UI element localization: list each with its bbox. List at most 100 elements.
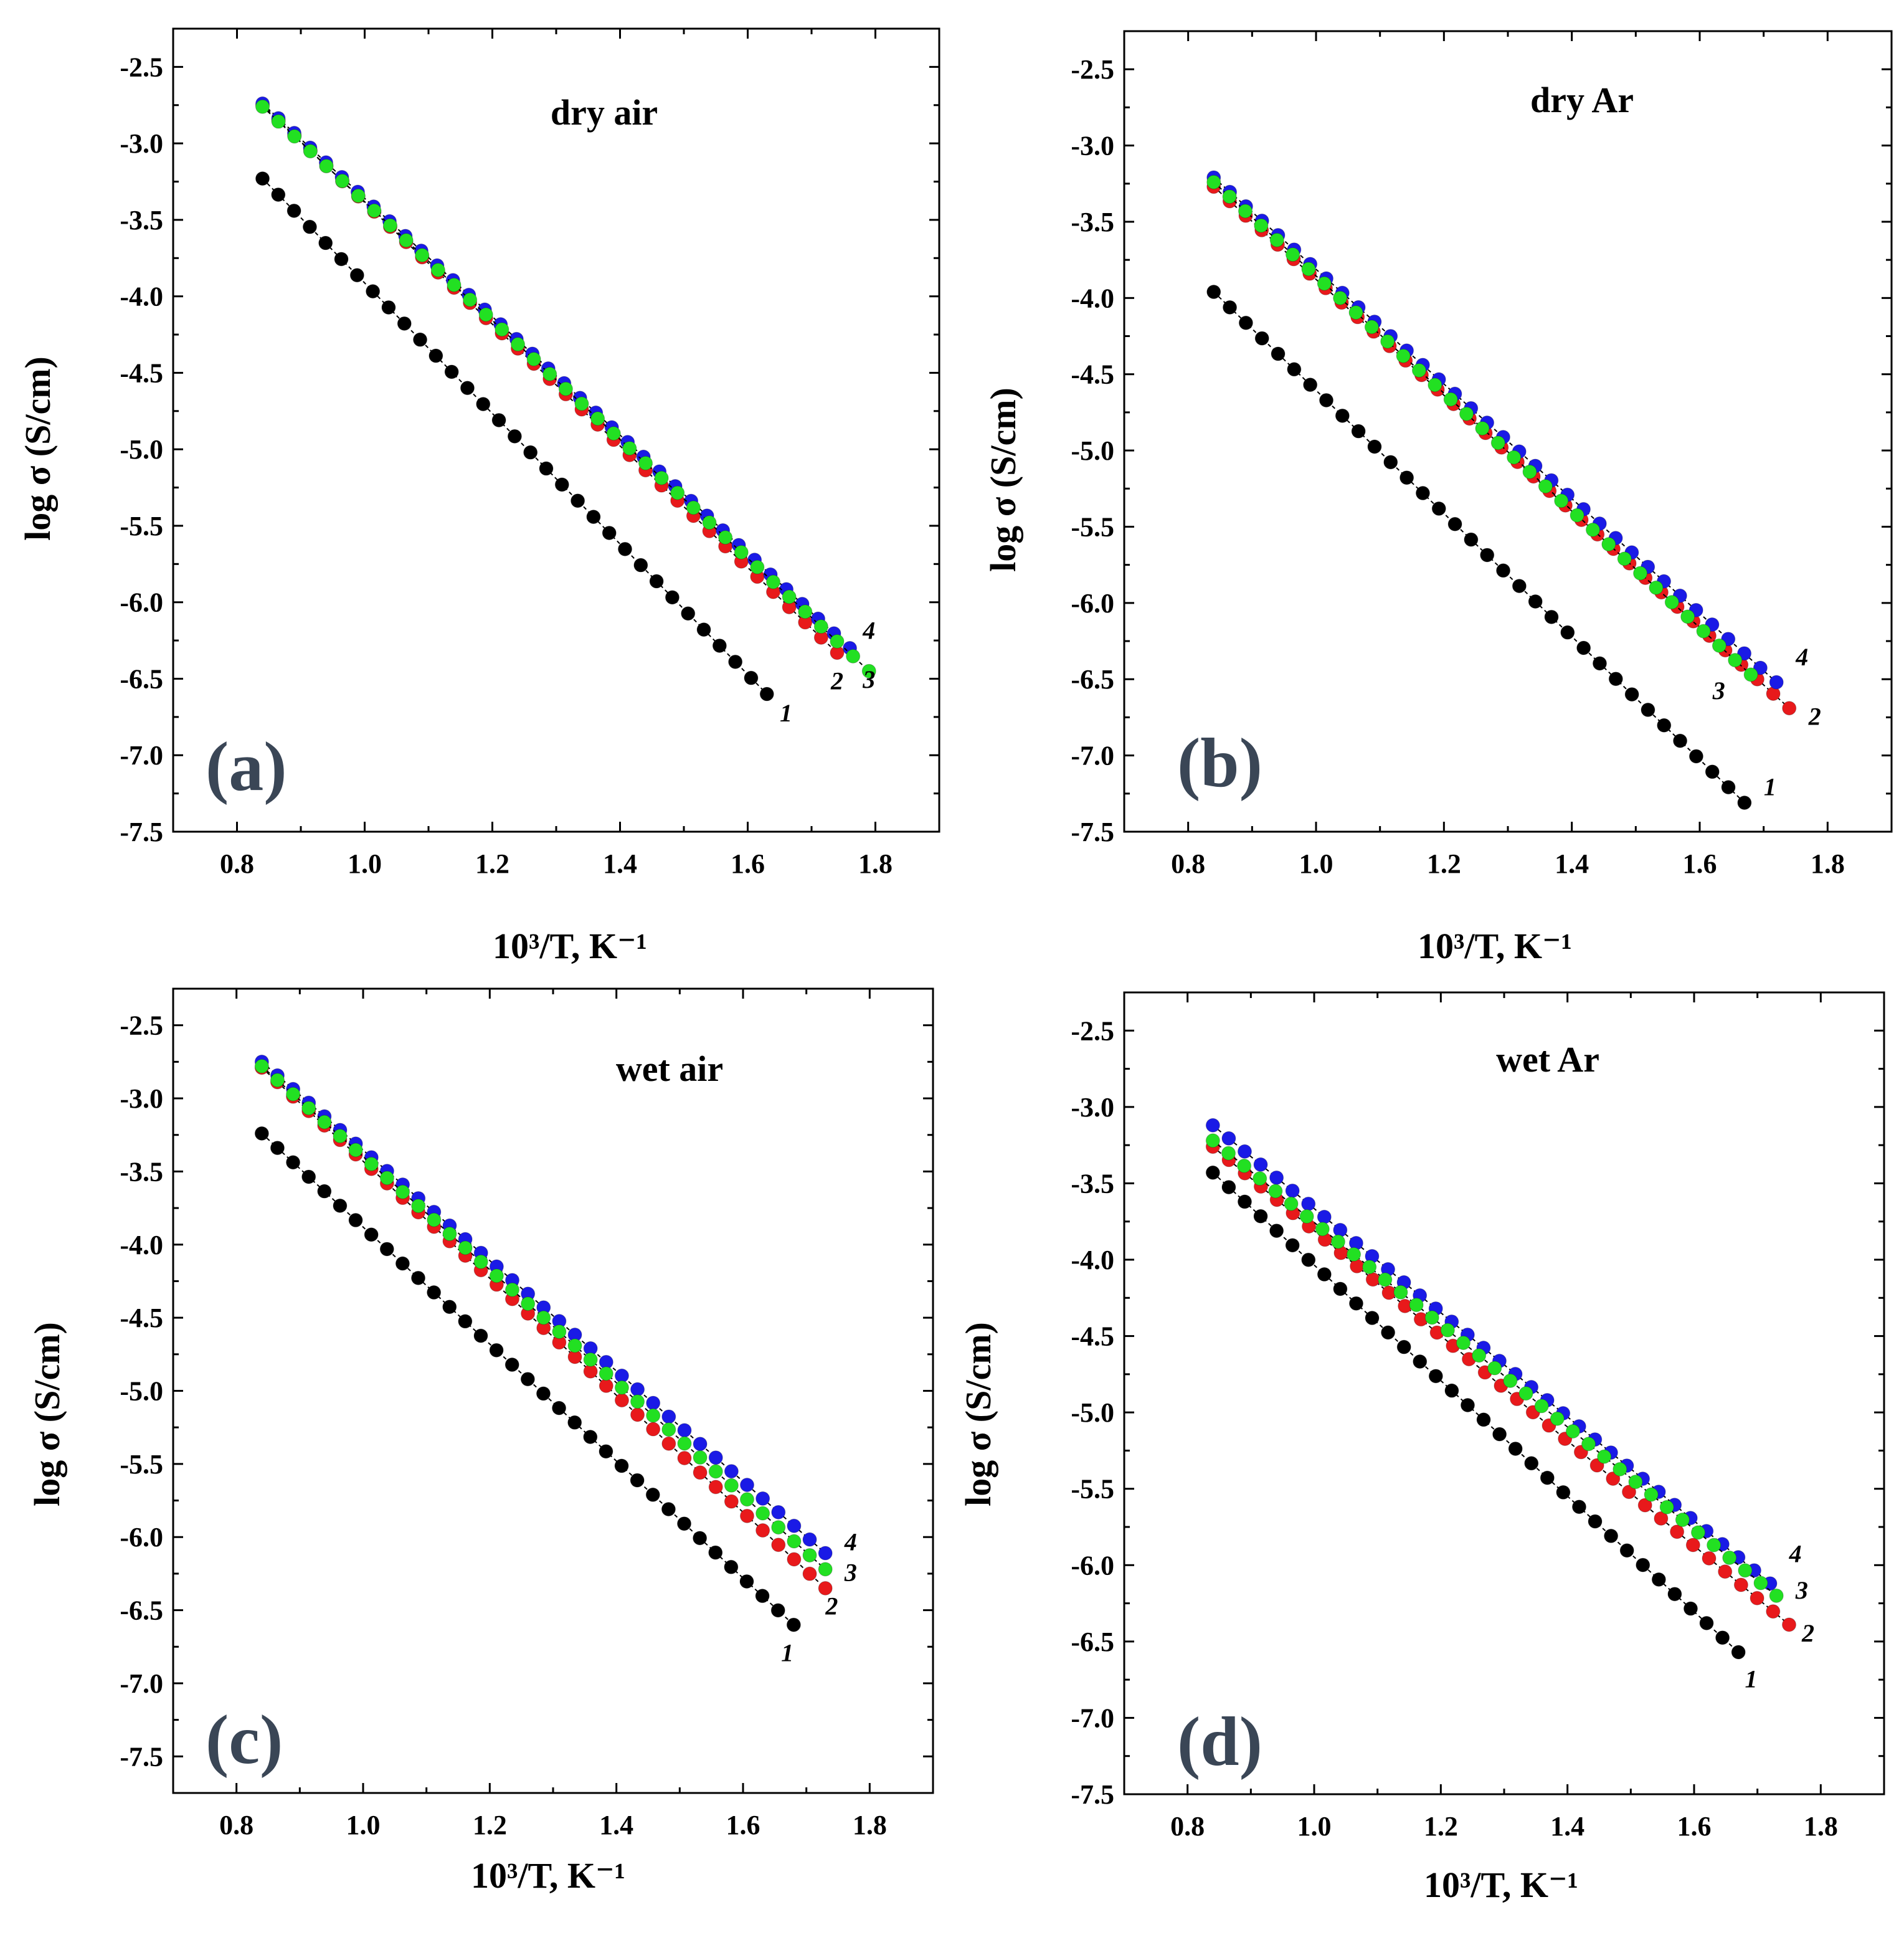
plot-frame [172,987,934,1794]
y-tick-label: -7.0 [1071,741,1114,771]
data-point-series-1 [1737,795,1752,810]
data-point-series-1 [1604,1528,1619,1543]
data-point-series-3 [303,144,318,159]
data-point-series-1 [1447,516,1462,531]
data-point-series-3 [1440,1323,1455,1338]
data-point-series-1 [1540,1470,1555,1485]
data-point-series-3 [734,544,749,559]
data-point-series-1 [507,429,522,444]
data-point-series-1 [1544,609,1559,624]
y-tick-label: -4.5 [1071,1321,1114,1352]
data-point-series-4 [1333,1222,1348,1237]
data-point-series-1 [1365,1311,1380,1326]
y-tick-label: -7.0 [120,740,163,771]
data-point-series-2 [1365,1272,1380,1287]
data-point-series-2 [818,1581,833,1595]
data-point-series-1 [1301,1252,1316,1267]
data-point-series-3 [286,1086,301,1101]
data-point-series-2 [1670,1524,1685,1539]
data-point-series-3 [552,1324,567,1339]
data-point-series-1 [554,477,569,492]
panel-b: 0.8 1.0 1.2 1.4 1.6 1.8 -7.5 -7.0 -6.5 -6.0 -5.5 -5… [983,30,1893,966]
data-point-series-3 [782,589,797,604]
y-tick-label: -2.5 [1071,1015,1114,1046]
data-point-series-3 [399,233,414,248]
data-point-series-1 [677,1516,692,1531]
y-tick-label: -6.5 [120,663,163,694]
data-point-series-3 [504,1282,519,1297]
data-point-series-1 [520,1372,535,1387]
data-point-series-3 [463,292,478,307]
data-point-series-1 [1608,672,1623,687]
y-tick-label: -7.5 [120,817,163,847]
data-point-series-2 [1350,1258,1365,1273]
x-tick-label: 0.8 [219,1810,253,1840]
data-point-series-1 [1571,1500,1586,1514]
data-point-series-3 [1238,204,1253,219]
data-point-series-3 [1617,551,1632,566]
data-point-series-3 [427,1212,442,1227]
curve-label-4: 4 [1795,643,1808,671]
data-point-series-3 [1393,1285,1408,1300]
data-point-series-1 [411,1270,426,1285]
y-tick-label: -3.5 [120,1156,163,1187]
data-point-series-1 [1624,687,1639,702]
y-tick-label: -4.0 [1071,283,1114,313]
data-point-series-1 [602,525,617,540]
data-point-series-3 [1443,392,1458,407]
data-point-series-1 [1396,1339,1411,1354]
data-point-series-2 [1606,1471,1621,1486]
data-point-series-2 [802,1566,817,1581]
curve-label-2: 2 [1808,703,1821,731]
data-point-series-1 [759,687,774,701]
data-point-series-1 [724,1559,739,1574]
data-point-series-1 [1476,1412,1491,1427]
data-point-series-1 [1415,486,1430,501]
data-point-series-3 [1347,1247,1362,1262]
data-point-series-1 [317,1184,332,1199]
data-point-series-3 [271,114,286,129]
data-point-series-3 [1696,624,1711,639]
data-point-series-1 [379,1242,394,1257]
x-tick-label: 1.8 [858,849,893,879]
data-point-series-3 [1269,232,1284,247]
data-point-series-1 [366,284,381,299]
curve-label-4: 4 [862,617,875,645]
data-point-series-1 [1636,1557,1651,1572]
data-point-series-4 [787,1518,802,1533]
data-point-series-3 [1554,493,1569,508]
data-point-series-1 [429,348,443,363]
data-point-series-3 [1286,247,1300,262]
data-point-series-3 [1538,479,1553,494]
plot-frame [172,27,940,833]
y-tick-label: -7.5 [1071,1779,1114,1810]
data-point-series-3 [1362,1260,1377,1275]
data-point-series-3 [473,1254,488,1269]
data-point-series-3 [521,1296,536,1311]
data-point-series-2 [1702,1551,1717,1566]
data-point-series-3 [415,248,430,263]
data-point-series-2 [677,1450,692,1465]
data-point-series-3 [489,1268,504,1283]
data-point-series-1 [1464,532,1479,547]
data-point-series-3 [861,663,876,678]
data-point-series-3 [677,1436,692,1451]
data-point-series-3 [1409,1298,1424,1313]
data-point-series-3 [646,1408,661,1423]
data-point-series-4 [1769,675,1784,690]
data-point-series-3 [1301,262,1316,277]
curve-label-3: 3 [1712,677,1725,705]
curve-label-2: 2 [825,1592,838,1620]
y-tick-label: -6.0 [1071,588,1114,619]
data-point-series-3 [1522,464,1537,479]
data-point-series-3 [254,1058,269,1073]
data-point-series-1 [1253,1209,1268,1224]
data-point-series-3 [755,1506,770,1521]
data-point-series-1 [473,1328,488,1343]
data-point-series-1 [1721,780,1736,795]
data-point-series-1 [476,397,491,412]
data-point-series-3 [1633,566,1648,581]
data-point-series-3 [1690,1525,1705,1540]
data-point-series-3 [802,1548,817,1562]
